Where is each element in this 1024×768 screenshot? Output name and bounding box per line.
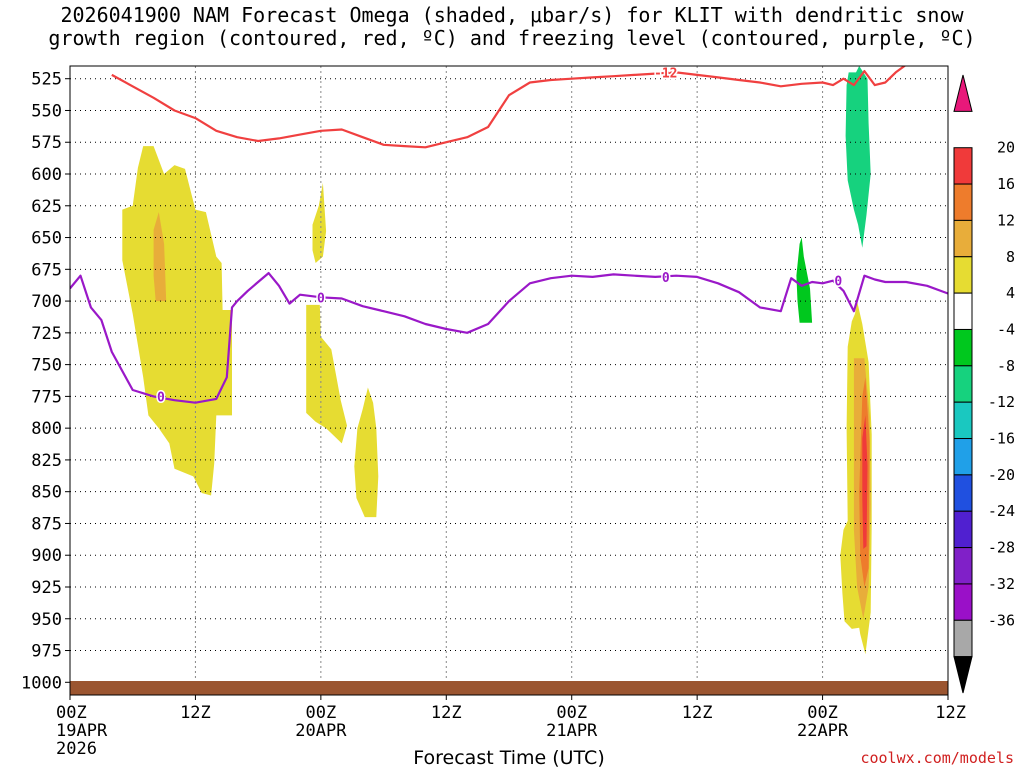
x-date-label: 20APR [295,721,347,741]
colorbar-bottom-triangle [953,656,973,694]
colorbar-top-triangle [953,74,973,112]
colorbar-swatch [953,256,973,294]
colorbar-swatch [953,583,973,621]
y-axis: 525 550 575 600 625 650 675 700 725 750 775 800 825 8… [21,70,70,693]
contours: 0 0 0 0 -12 [70,65,948,407]
y-tick-label: 900 [31,546,62,566]
omega-region-b [306,304,347,444]
y-tick-label: 675 [31,260,62,280]
colorbar-tick-label: -28 [988,539,1015,557]
y-tick-label: 775 [31,387,62,407]
omega-shading [122,66,872,655]
colorbar-swatch [953,292,973,330]
colorbar-tick-label: -8 [997,357,1015,375]
x-tick-label: 00Z [56,703,87,723]
colorbar-tick-label: -32 [988,575,1015,593]
colorbar-tick-label: 12 [997,211,1015,229]
colorbar: 20 16 12 8 4 -4 -8 -12 -16 -20 -24 -28 -32 -36 [953,74,1015,694]
colorbar-tick-label: -24 [988,502,1015,520]
y-tick-label: 650 [31,229,62,249]
dgz-minus12-contour [111,66,907,149]
y-tick-label: 925 [31,578,62,598]
colorbar-tick-label: 4 [1006,284,1015,302]
colorbar-tick-label: -16 [988,430,1015,448]
y-tick-label: 725 [31,324,62,344]
colorbar-swatch [953,547,973,585]
x-tick-label: 12Z [180,703,211,723]
y-tick-label: 550 [31,101,62,121]
y-tick-label: 525 [31,70,62,90]
colorbar-swatch [953,365,973,403]
contour-label-0-c: 0 [662,271,670,286]
y-tick-label: 825 [31,451,62,471]
colorbar-tick-label: 8 [1006,248,1015,266]
x-tick-label: 00Z [305,703,336,723]
x-tick-label: 00Z [556,703,587,723]
y-tick-label: 750 [31,356,62,376]
x-tick-label: 12Z [431,703,462,723]
terrain-ground [70,681,948,695]
y-tick-label: 975 [31,642,62,662]
colorbar-swatch [953,183,973,221]
omega-region-main-orange [153,212,167,302]
x-tick-label: 12Z [682,703,713,723]
colorbar-tick-label: -36 [988,611,1015,629]
x-date-label: 21APR [546,721,598,741]
y-tick-label: 1000 [21,673,62,693]
colorbar-tick-label: 20 [997,139,1015,157]
colorbar-swatch [953,328,973,367]
y-tick-label: 600 [31,165,62,185]
x-tick-label: 12Z [935,703,966,723]
plot-frame [69,65,949,696]
colorbar-swatch [953,474,973,512]
colorbar-swatch [953,510,973,549]
colorbar-tick-label: -12 [988,393,1015,411]
colorbar-swatch [953,619,973,658]
y-tick-label: 875 [31,514,62,534]
omega-region-c [354,387,379,518]
title-line-2: growth region (contoured, red, ºC) and f… [48,26,976,50]
omega-region-d [796,237,813,323]
colorbar-swatch [953,438,973,476]
y-tick-label: 575 [31,133,62,153]
omega-region-e [845,66,871,248]
omega-region-main-yellow [122,146,232,496]
y-tick-label: 700 [31,292,62,312]
contour-label-0-b: 0 [317,291,325,306]
y-tick-label: 950 [31,610,62,630]
colorbar-swatch [953,219,973,258]
contour-label-0-d: 0 [834,275,842,290]
x-tick-label: 00Z [807,703,838,723]
colorbar-tick-label: -20 [988,466,1015,484]
y-tick-label: 625 [31,197,62,217]
contour-label-minus12: -12 [654,66,677,81]
y-tick-label: 800 [31,419,62,439]
credit-text: coolwx.com/models [860,749,1014,767]
omega-region-i [862,415,868,549]
freezing-level-contour [70,272,948,404]
title-line-1: 2026041900 NAM Forecast Omega (shaded, μ… [60,3,964,27]
x-axis-label: Forecast Time (UTC) [413,747,604,768]
chart-title: 2026041900 NAM Forecast Omega (shaded, μ… [0,4,1024,50]
omega-region-a [312,182,327,263]
x-year-label: 2026 [56,739,97,759]
x-date-label: 19APR [56,721,108,741]
contour-label-0-a: 0 [157,390,165,405]
colorbar-tick-label: 16 [997,175,1015,193]
colorbar-swatch [953,401,973,440]
y-tick-label: 850 [31,483,62,503]
x-date-label: 22APR [797,721,849,741]
colorbar-swatch [953,147,973,185]
colorbar-tick-label: -4 [997,320,1015,338]
